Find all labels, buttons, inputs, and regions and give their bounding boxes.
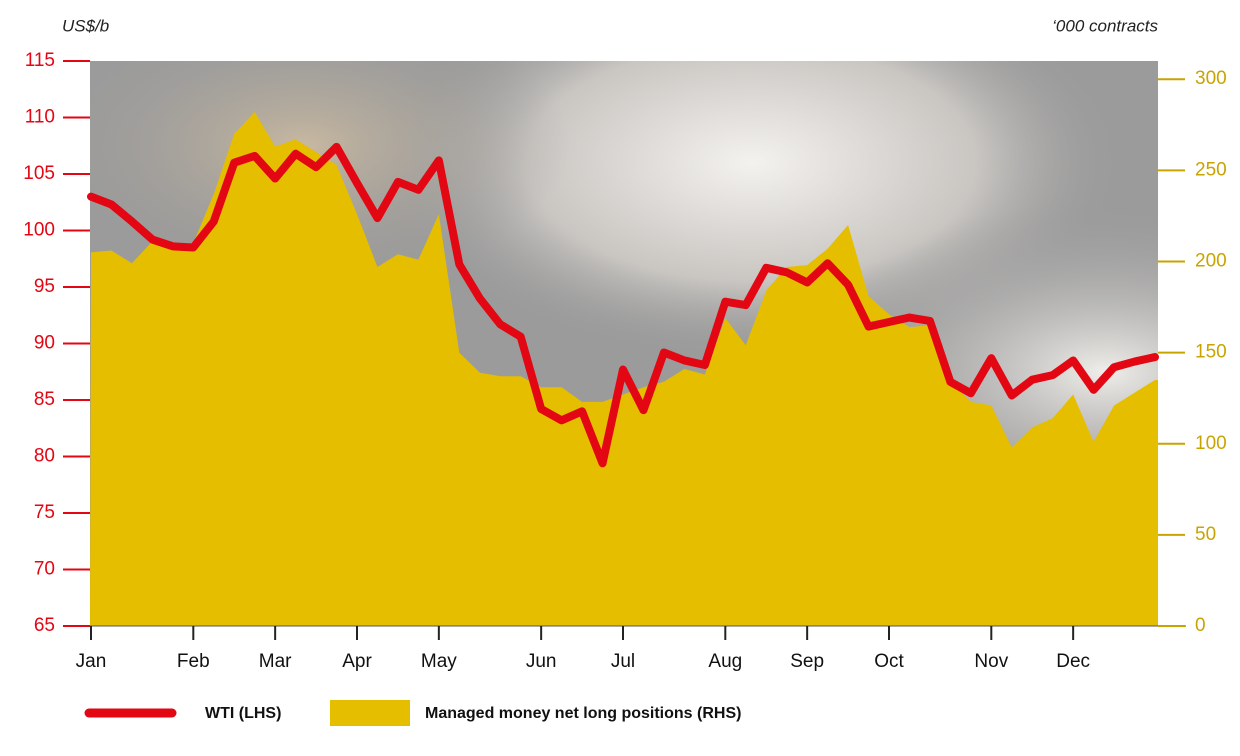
y-axis-label: US$/b <box>62 16 109 35</box>
y-tick-label: 85 <box>34 389 55 410</box>
x-tick-label: Jun <box>526 651 557 672</box>
x-tick-label: Jul <box>611 651 635 672</box>
x-tick-label: Feb <box>177 651 210 672</box>
x-tick-label: Apr <box>342 651 372 672</box>
x-tick-label: Mar <box>259 651 292 672</box>
y-tick-label: 110 <box>25 107 55 128</box>
y-tick-label: 115 <box>25 50 55 71</box>
y-tick-label: 80 <box>34 446 55 467</box>
y2-tick-label: 100 <box>1195 433 1227 454</box>
x-tick-label: Dec <box>1056 651 1090 672</box>
y-tick-label: 105 <box>23 163 55 184</box>
y2-tick-label: 0 <box>1195 615 1206 636</box>
y-tick-label: 95 <box>34 276 55 297</box>
x-tick-label: Nov <box>974 651 1008 672</box>
legend-swatch <box>330 700 410 726</box>
x-tick-label: Jan <box>76 651 107 672</box>
x-tick-label: Oct <box>874 651 904 672</box>
y2-axis-label: ‘000 contracts <box>1052 16 1158 35</box>
y2-tick-label: 50 <box>1195 524 1216 545</box>
y-tick-label: 75 <box>34 502 55 523</box>
y-tick-label: 70 <box>34 559 55 580</box>
y2-tick-label: 200 <box>1195 250 1227 271</box>
x-tick-label: Sep <box>790 651 824 672</box>
legend-label: Managed money net long positions (RHS) <box>425 705 741 722</box>
y2-tick-label: 250 <box>1195 159 1227 180</box>
y2-tick-label: 300 <box>1195 68 1227 89</box>
y-tick-label: 90 <box>34 333 55 354</box>
y-tick-label: 100 <box>23 220 55 241</box>
legend-label: WTI (LHS) <box>205 705 281 722</box>
x-tick-label: May <box>421 651 457 672</box>
y-tick-label: 65 <box>34 615 55 636</box>
y2-tick-label: 150 <box>1195 342 1227 363</box>
line <box>87 142 1159 468</box>
area <box>90 112 1158 627</box>
x-tick-label: Aug <box>708 651 742 672</box>
